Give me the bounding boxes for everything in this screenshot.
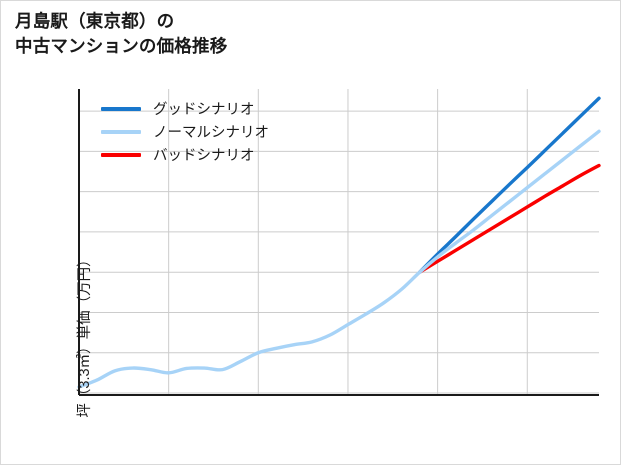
legend-item-label: バッドシナリオ — [153, 148, 255, 164]
series-line — [417, 163, 601, 274]
legend-color-swatch — [101, 129, 141, 134]
plot-area: 200300400500600700800900 200520102015202… — [77, 89, 601, 418]
legend-item-label: グッドシナリオ — [153, 102, 255, 118]
data-series — [77, 96, 601, 389]
legend-item[interactable]: ノーマルシナリオ — [101, 120, 269, 143]
series-line — [417, 96, 601, 274]
legend-color-swatch — [101, 152, 141, 157]
legend-item-label: ノーマルシナリオ — [153, 125, 269, 141]
legend-item[interactable]: グッドシナリオ — [101, 97, 269, 120]
y-axis-title: 坪（3.3㎡）単価（万円） — [77, 252, 93, 418]
gridlines — [78, 89, 599, 395]
chart-canvas — [77, 89, 601, 396]
legend-item[interactable]: バッドシナリオ — [101, 143, 269, 166]
chart-legend: グッドシナリオ ノーマルシナリオ バッドシナリオ — [101, 97, 269, 166]
series-line — [77, 129, 601, 389]
page-title: 月島駅（東京都）の 中古マンションの価格推移 — [15, 11, 228, 56]
legend-color-swatch — [101, 106, 141, 111]
